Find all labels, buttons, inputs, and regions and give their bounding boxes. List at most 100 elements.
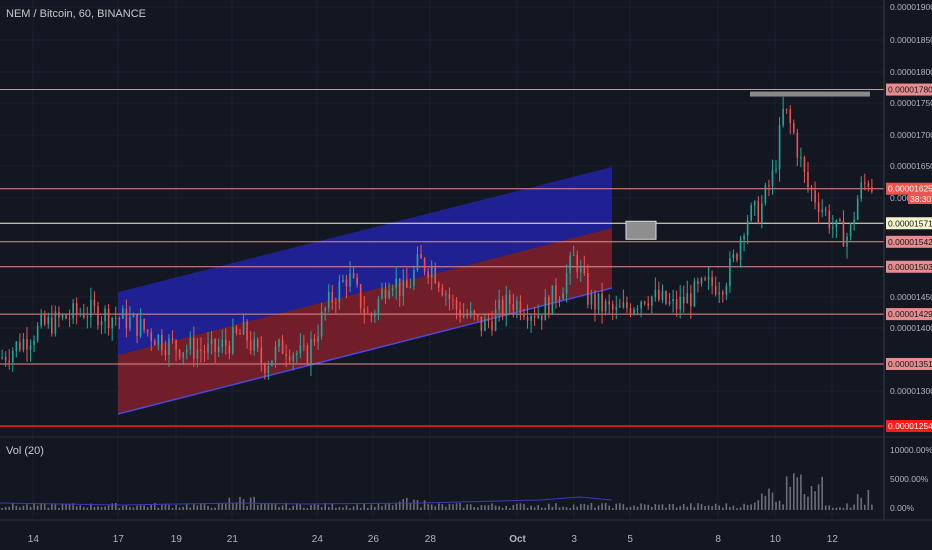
- volume-bar: [413, 499, 415, 510]
- volume-bar: [217, 503, 220, 510]
- candle-body: [22, 339, 25, 351]
- candle-body: [65, 314, 67, 319]
- volume-bar: [746, 504, 749, 510]
- volume-bar: [700, 504, 703, 510]
- candle-body: [512, 304, 515, 311]
- volume-bar: [750, 504, 752, 510]
- candle-body: [452, 299, 454, 301]
- y-tick-label: 0.00001800: [890, 67, 932, 77]
- volume-bar: [111, 503, 113, 510]
- volume-bar: [871, 504, 873, 510]
- volume-bar: [434, 506, 437, 510]
- candle-body: [608, 301, 610, 305]
- volume-bar: [295, 503, 298, 510]
- volume-bar: [377, 502, 380, 510]
- volume-bar: [615, 503, 618, 510]
- volume-bar: [675, 507, 678, 510]
- volume-bar: [97, 506, 99, 510]
- volume-bar: [132, 507, 135, 510]
- candle-body: [441, 288, 444, 296]
- candle-body: [768, 184, 770, 186]
- candle-body: [647, 303, 650, 306]
- volume-bar: [395, 503, 397, 510]
- candle-body: [203, 351, 206, 353]
- volume-bar: [1, 508, 3, 510]
- candle-body: [505, 294, 508, 316]
- candle-body: [544, 297, 547, 321]
- volume-bar: [228, 497, 231, 510]
- volume-bar: [65, 504, 67, 510]
- volume-bar: [352, 506, 355, 510]
- candle-body: [406, 279, 408, 288]
- candle-body: [849, 223, 852, 237]
- volume-bar: [196, 505, 199, 510]
- volume-bar: [178, 507, 181, 510]
- volume-bar: [484, 505, 486, 510]
- volume-bar: [320, 507, 323, 510]
- candle-body: [82, 313, 85, 318]
- symbol-title[interactable]: NEM / Bitcoin, 60, BINANCE: [6, 8, 146, 20]
- candle-body: [480, 316, 483, 331]
- volume-bar: [125, 505, 128, 510]
- candle-body: [704, 278, 706, 280]
- candle-body: [753, 201, 756, 206]
- candle-body: [256, 339, 259, 348]
- volume-bar: [189, 507, 192, 510]
- volume-bar: [572, 504, 575, 510]
- x-tick-label: 14: [28, 534, 40, 545]
- candle-body: [161, 335, 163, 351]
- volume-title[interactable]: Vol (20): [6, 445, 44, 457]
- candle-body: [221, 339, 224, 347]
- candle-body: [491, 321, 493, 331]
- candle-body: [253, 339, 255, 351]
- level-label-bg: [886, 83, 932, 96]
- volume-bar: [533, 507, 536, 510]
- candle-body: [448, 293, 451, 300]
- volume-bar: [232, 503, 234, 510]
- candle-body: [153, 340, 156, 346]
- volume-bar: [416, 500, 419, 510]
- candle-body: [207, 343, 209, 353]
- volume-bar: [775, 501, 777, 510]
- candle-body: [466, 314, 468, 316]
- level-label: 0.00001780: [888, 85, 932, 95]
- candle-body: [821, 209, 823, 213]
- volume-bar: [523, 503, 525, 510]
- volume-bar: [381, 506, 383, 510]
- volume-bar: [90, 503, 92, 510]
- candle-body: [26, 339, 28, 350]
- volume-bar: [72, 503, 74, 510]
- candle-body: [324, 308, 326, 312]
- volume-bar: [200, 503, 202, 510]
- volume-bar: [43, 503, 46, 510]
- volume-bar: [739, 507, 742, 510]
- candle-body: [139, 319, 142, 337]
- volume-bar: [161, 504, 163, 510]
- candle-body: [232, 327, 234, 354]
- volume-bar: [267, 503, 270, 510]
- candle-body: [540, 315, 543, 321]
- candle-body: [569, 255, 571, 274]
- volume-bar: [214, 507, 216, 510]
- candle-body: [246, 321, 248, 341]
- candle-body: [72, 303, 74, 319]
- volume-bar: [597, 505, 600, 510]
- volume-bar: [828, 505, 831, 510]
- candle-body: [320, 311, 323, 337]
- volume-bar: [771, 492, 774, 510]
- volume-bar: [168, 504, 170, 510]
- candle-body: [516, 300, 518, 311]
- candle-body: [594, 294, 596, 310]
- candle-body: [239, 332, 241, 335]
- level-label: 0.00001625: [888, 184, 932, 194]
- volume-bar: [29, 506, 32, 510]
- candle-body: [711, 277, 713, 286]
- candle-body: [51, 317, 53, 334]
- candle-body: [409, 286, 412, 288]
- volume-bar: [732, 505, 735, 510]
- volume-bar: [796, 477, 799, 510]
- volume-bar: [448, 503, 451, 510]
- candle-body: [15, 341, 18, 351]
- volume-bar: [221, 503, 224, 510]
